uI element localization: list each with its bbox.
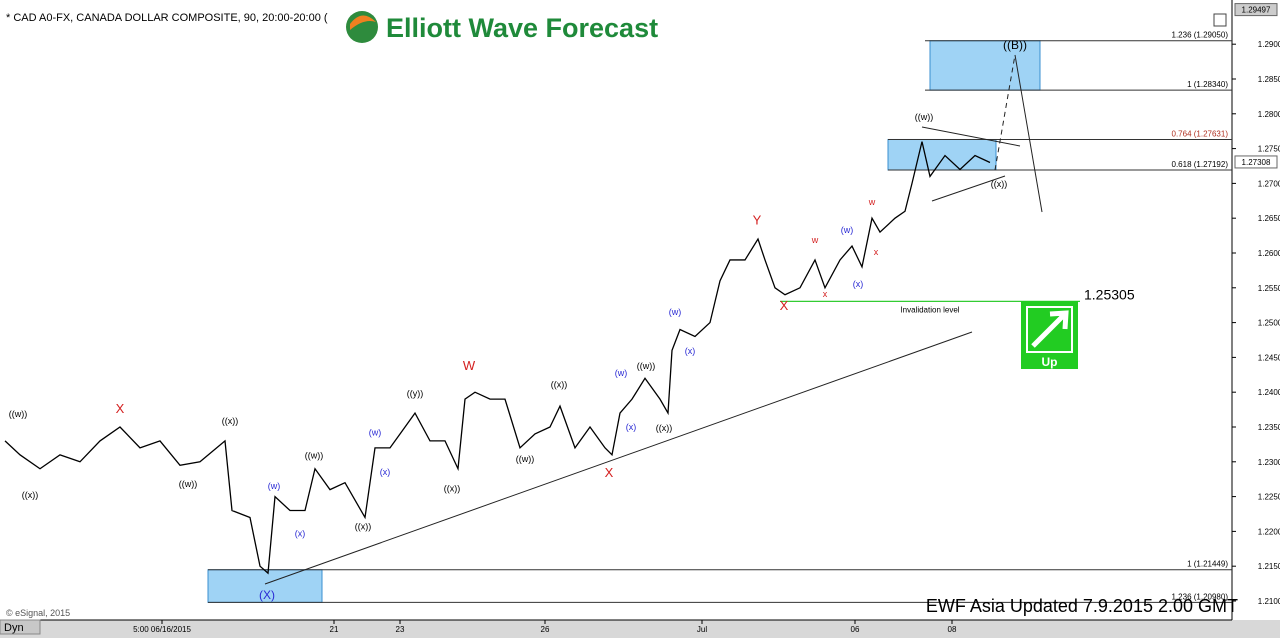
footer: EWF Asia Updated 7.9.2015 2.00 GMT — [926, 596, 1238, 616]
fib-label: 0.764 (1.27631) — [1172, 129, 1229, 138]
wave-label: ((w)) — [9, 409, 28, 419]
logo-swoosh — [350, 15, 376, 30]
target-zone — [929, 40, 1041, 91]
wave-label: (w) — [615, 368, 628, 378]
wave-label: w — [811, 235, 819, 245]
wave-label: x — [874, 247, 879, 257]
wave-label: ((w)) — [179, 479, 198, 489]
wave-label: ((y)) — [407, 388, 424, 398]
wave-label: (x) — [295, 528, 306, 538]
wave-label: ((w)) — [915, 112, 934, 122]
mode-label[interactable]: Dyn — [4, 622, 24, 634]
wave-label: ((w)) — [305, 450, 324, 460]
x-tick-label: 06 — [851, 625, 860, 634]
copyright: © eSignal, 2015 — [6, 608, 70, 618]
fib-label: 1.236 (1.29050) — [1172, 31, 1229, 40]
triangle-lower — [931, 175, 1006, 202]
wave-label: ((x)) — [656, 423, 673, 433]
wave-label: (x) — [380, 467, 391, 477]
invalidation-value: 1.25305 — [1084, 286, 1135, 302]
x-tick-label: 23 — [396, 625, 405, 634]
up-badge-frame — [1026, 306, 1073, 353]
wave-label: ((x)) — [222, 416, 239, 426]
fib-label: 1.236 (1.20980) — [1172, 592, 1229, 601]
wave-label: ((x)) — [22, 490, 39, 500]
y-tick-label: 1.2400 — [1258, 388, 1280, 397]
y-tick-label: 1.2750 — [1258, 145, 1280, 154]
y-tick-label: 1.2600 — [1258, 249, 1280, 258]
wave-label: (x) — [853, 279, 864, 289]
up-badge: Up — [1021, 301, 1078, 369]
price-marker-label: 1.27308 — [1242, 158, 1271, 167]
y-tick-label: 1.2250 — [1258, 493, 1280, 502]
y-tick-label: 1.2150 — [1258, 562, 1280, 571]
x-tick-label: 26 — [541, 625, 550, 634]
wave-label: ((w)) — [637, 361, 656, 371]
x-tick-label: 21 — [330, 625, 339, 634]
fib-label: 0.618 (1.27192) — [1172, 160, 1229, 169]
projection-up — [994, 54, 1016, 171]
fib-label: 1 (1.28340) — [1187, 80, 1228, 89]
triangle-upper — [921, 126, 1021, 147]
y-tick-label: 1.2200 — [1258, 527, 1280, 536]
wave-label: (w) — [841, 225, 854, 235]
wave-label: ((x)) — [444, 484, 461, 494]
mode-box[interactable] — [0, 619, 41, 635]
wave-label: (w) — [669, 307, 682, 317]
wave-label: Y — [753, 212, 762, 227]
wave-label: ((w)) — [516, 454, 535, 464]
y-tick-label: 1.2500 — [1258, 319, 1280, 328]
x-tick-label: Jul — [697, 625, 707, 634]
up-label: Up — [1042, 355, 1058, 369]
x-tick-label: 08 — [948, 625, 957, 634]
y-tick-label: 1.2300 — [1258, 458, 1280, 467]
price-line — [4, 141, 991, 575]
target-zone — [887, 138, 997, 171]
wave-label: X — [605, 465, 614, 480]
wave-label: w — [868, 197, 876, 207]
wave-label: ((x)) — [991, 179, 1008, 189]
trend-drawings — [264, 54, 1043, 585]
y-tick-label: 1.2700 — [1258, 179, 1280, 188]
projection-down — [1014, 54, 1043, 213]
price-marker-label: 1.29497 — [1242, 6, 1271, 15]
wave-label: X — [780, 298, 789, 313]
x-tick-label: 5:00 06/16/2015 — [133, 625, 191, 634]
price-marker — [1234, 155, 1278, 169]
logo-text: Elliott Wave Forecast — [386, 13, 658, 43]
settings-icon[interactable] — [1213, 13, 1227, 27]
chart-title: * CAD A0-FX, CANADA DOLLAR COMPOSITE, 90… — [6, 12, 328, 24]
y-tick-label: 1.2350 — [1258, 423, 1280, 432]
invalidation-label: Invalidation level — [900, 305, 959, 314]
wave-label: ((x)) — [551, 379, 568, 389]
y-tick-label: 1.2100 — [1258, 597, 1280, 606]
fib-label: 1 (1.21449) — [1187, 560, 1228, 569]
wave-label: (x) — [685, 346, 696, 356]
y-tick-label: 1.2450 — [1258, 353, 1280, 362]
logo: Elliott Wave Forecast — [346, 11, 658, 43]
x-axis-bar — [0, 620, 1280, 638]
trend-line — [264, 331, 973, 585]
y-tick-label: 1.2900 — [1258, 40, 1280, 49]
wave-label: (w) — [268, 481, 281, 491]
wave-label: ((x)) — [355, 521, 372, 531]
y-tick-label: 1.2550 — [1258, 284, 1280, 293]
wave-label: ((B)) — [1003, 38, 1027, 52]
y-tick-label: 1.2850 — [1258, 75, 1280, 84]
up-arrow — [1031, 310, 1069, 348]
wave-label: X — [116, 401, 125, 416]
wave-label: x — [823, 289, 828, 299]
y-tick-label: 1.2800 — [1258, 110, 1280, 119]
wave-label: (w) — [369, 427, 382, 437]
y-tick-label: 1.2650 — [1258, 214, 1280, 223]
price-marker — [1234, 3, 1278, 17]
wave-label: W — [463, 358, 476, 373]
wave-label: (x) — [626, 422, 637, 432]
wave-label: (X) — [259, 588, 275, 602]
